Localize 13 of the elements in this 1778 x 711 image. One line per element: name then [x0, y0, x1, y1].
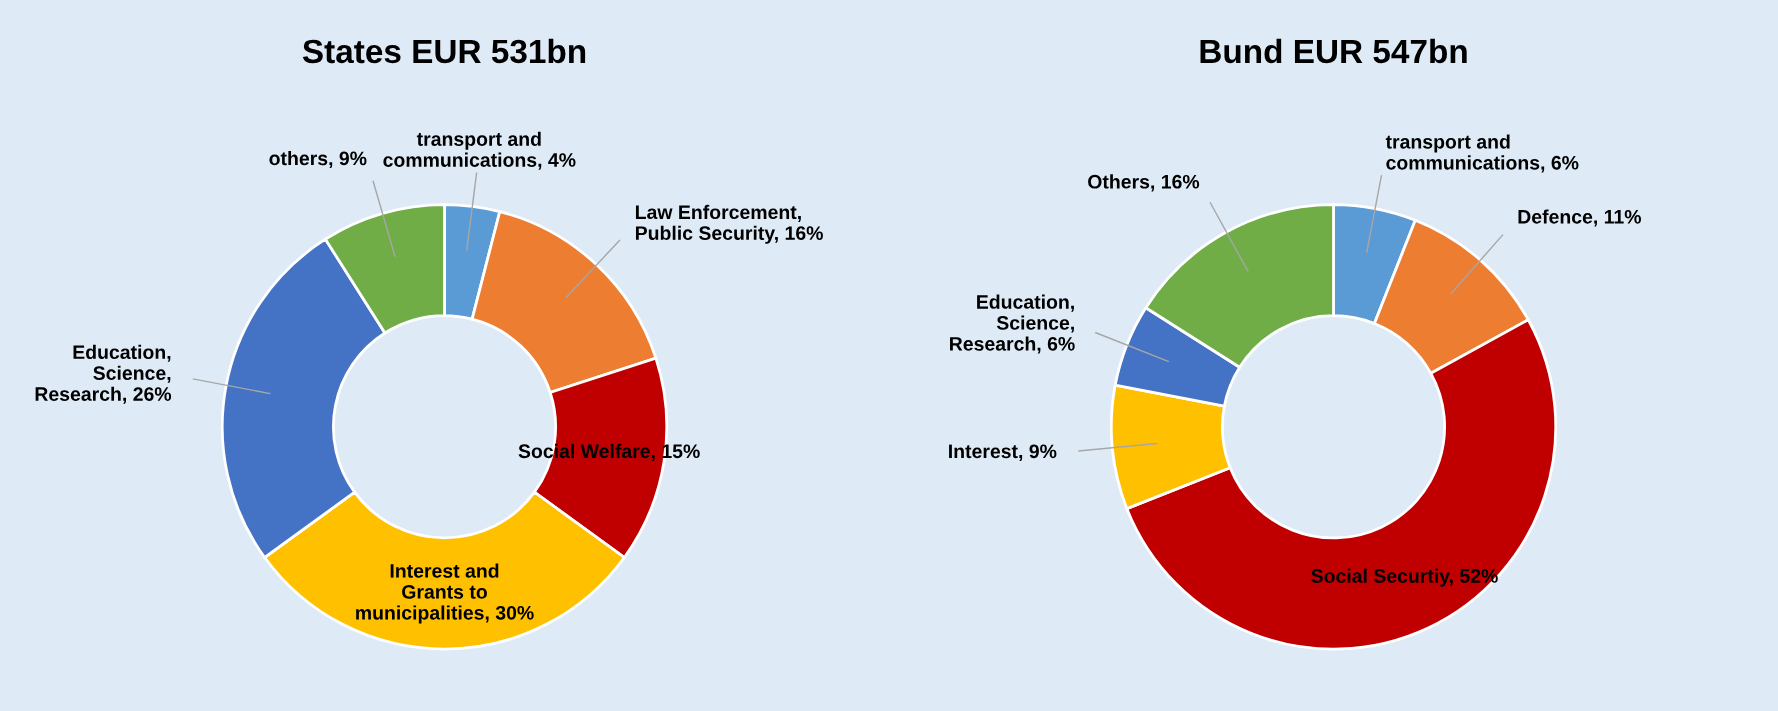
slice-label: Education, Science, Research, 6%	[950, 294, 1075, 354]
slice-label: Law Enforcement, Public Security, 16%	[635, 204, 823, 244]
slice-label: transport and communications, 4%	[383, 131, 576, 170]
slice-label: transport and communications, 6%	[1385, 134, 1579, 173]
slice-label: Defence, 11%	[1518, 209, 1642, 227]
slice-label: others, 9%	[269, 150, 367, 169]
slice-label: Interest, 9%	[949, 444, 1057, 462]
slice-label: Interest and Grants to municipalities, 30%	[356, 563, 534, 624]
slice-label: Social Securtiy, 52%	[1311, 568, 1498, 587]
chart-title: Bund EUR 547bn	[1200, 38, 1467, 64]
slice-label: Others, 16%	[1088, 174, 1200, 192]
slice-label: Education, Science, Research, 26%	[35, 344, 172, 404]
chart-title: States EUR 531bn	[302, 38, 586, 64]
